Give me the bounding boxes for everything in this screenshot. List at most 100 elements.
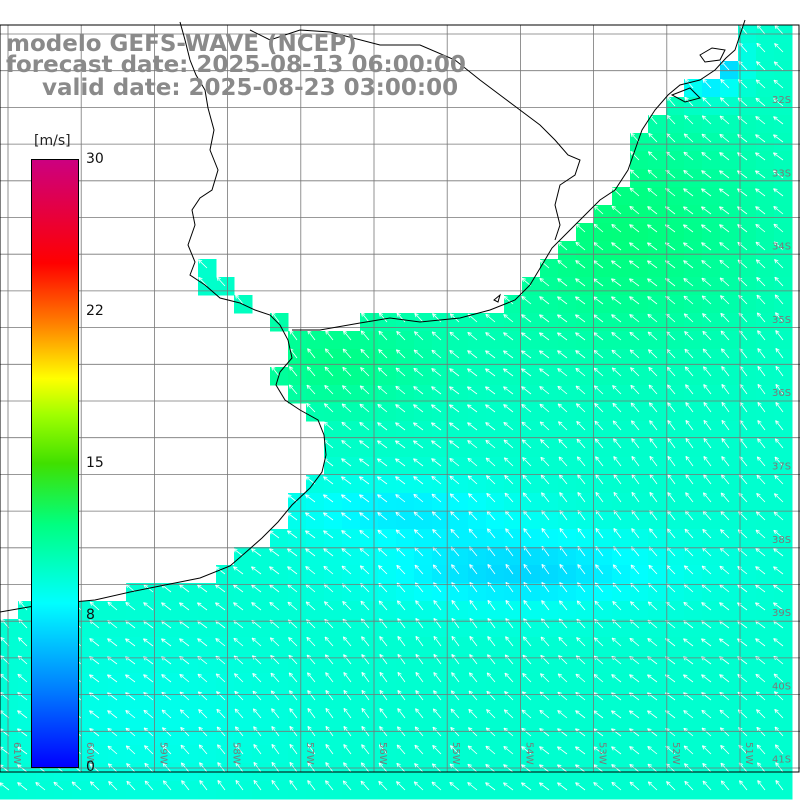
wind-arrow <box>773 134 784 143</box>
wind-speed-cell <box>450 403 469 422</box>
wind-speed-cell <box>360 781 379 800</box>
wind-speed-cell <box>630 313 649 332</box>
wind-speed-cell <box>558 565 577 584</box>
wind-arrow <box>307 330 316 341</box>
wind-speed-cell <box>720 439 739 458</box>
wind-speed-cell <box>450 565 469 584</box>
wind-speed-cell <box>666 421 685 440</box>
wind-arrow <box>377 422 388 431</box>
wind-speed-cell <box>288 673 307 692</box>
wind-arrow <box>719 259 730 269</box>
wind-arrow <box>575 350 586 359</box>
wind-speed-cell <box>576 439 595 458</box>
wind-speed-cell <box>234 547 253 566</box>
wind-arrow <box>395 458 406 467</box>
wind-speed-cell <box>648 115 667 134</box>
wind-arrow <box>719 115 730 125</box>
wind-speed-cell <box>522 637 541 656</box>
wind-speed-cell <box>774 547 793 566</box>
wind-speed-cell <box>648 223 667 242</box>
wind-speed-cell <box>702 259 721 278</box>
wind-speed-cell <box>738 151 757 170</box>
wind-speed-cell <box>144 673 163 692</box>
wind-speed-cell <box>558 493 577 512</box>
wind-speed-cell <box>486 601 505 620</box>
wind-speed-cell <box>630 349 649 368</box>
wind-arrow <box>485 422 496 431</box>
wind-speed-cell <box>738 367 757 386</box>
wind-speed-cell <box>666 295 685 314</box>
wind-speed-cell <box>504 493 523 512</box>
wind-speed-cell <box>666 439 685 458</box>
wind-speed-cell <box>522 547 541 566</box>
wind-speed-cell <box>342 331 361 350</box>
wind-arrow <box>378 349 388 359</box>
wind-speed-cell <box>306 511 325 530</box>
wind-speed-cell <box>234 637 253 656</box>
wind-speed-cell <box>378 601 397 620</box>
wind-speed-cell <box>450 673 469 692</box>
wind-speed-cell <box>486 673 505 692</box>
wind-speed-cell <box>414 439 433 458</box>
wind-speed-cell <box>630 691 649 710</box>
wind-speed-cell <box>270 367 289 386</box>
wind-speed-cell <box>594 781 613 800</box>
wind-speed-cell <box>756 97 775 116</box>
wind-speed-cell <box>540 637 559 656</box>
wind-arrow <box>557 350 568 359</box>
wind-speed-cell <box>504 313 523 332</box>
wind-speed-cell <box>504 583 523 602</box>
wind-arrow <box>503 404 514 413</box>
wind-speed-cell <box>414 619 433 638</box>
wind-arrow <box>593 367 604 377</box>
wind-speed-cell <box>720 691 739 710</box>
wind-arrow <box>431 440 442 449</box>
wind-arrow <box>756 42 766 53</box>
wind-speed-cell <box>576 259 595 278</box>
wind-arrow <box>737 224 748 233</box>
wind-arrow <box>720 330 730 341</box>
wind-speed-cell <box>774 781 793 800</box>
wind-speed-cell <box>504 439 523 458</box>
wind-arrow <box>756 312 766 323</box>
wind-speed-cell <box>468 619 487 638</box>
wind-speed-cell <box>540 745 559 764</box>
wind-speed-cell <box>324 673 343 692</box>
wind-speed-cell <box>558 241 577 260</box>
wind-arrow <box>756 61 766 71</box>
wind-speed-cell <box>324 565 343 584</box>
wind-arrow <box>540 456 550 467</box>
wind-speed-cell <box>36 781 55 800</box>
wind-arrow <box>666 96 676 107</box>
wind-arrow <box>341 458 352 467</box>
wind-speed-cell <box>720 205 739 224</box>
wind-arrow <box>395 440 406 449</box>
wind-arrow <box>539 259 550 269</box>
wind-speed-cell <box>288 511 307 530</box>
wind-arrow <box>521 314 532 323</box>
wind-speed-cell <box>648 259 667 278</box>
wind-speed-cell <box>378 331 397 350</box>
wind-speed-cell <box>612 637 631 656</box>
wind-speed-cell <box>486 457 505 476</box>
wind-speed-cell <box>630 493 649 512</box>
wind-arrow <box>593 205 604 215</box>
wind-speed-cell <box>720 277 739 296</box>
wind-speed-cell <box>126 601 145 620</box>
wind-arrow <box>647 224 658 233</box>
wind-arrow <box>685 384 694 395</box>
wind-arrow <box>719 242 730 251</box>
wind-arrow <box>719 133 730 143</box>
wind-speed-cell <box>342 457 361 476</box>
wind-speed-cell <box>360 403 379 422</box>
wind-speed-cell <box>288 367 307 386</box>
wind-speed-cell <box>684 673 703 692</box>
wind-arrow <box>521 350 532 359</box>
wind-arrow <box>449 386 460 395</box>
wind-speed-cell <box>612 691 631 710</box>
wind-speed-cell <box>342 475 361 494</box>
wind-speed-cell <box>468 457 487 476</box>
wind-arrow <box>558 421 568 431</box>
wind-speed-cell <box>450 439 469 458</box>
wind-arrow <box>630 384 640 395</box>
